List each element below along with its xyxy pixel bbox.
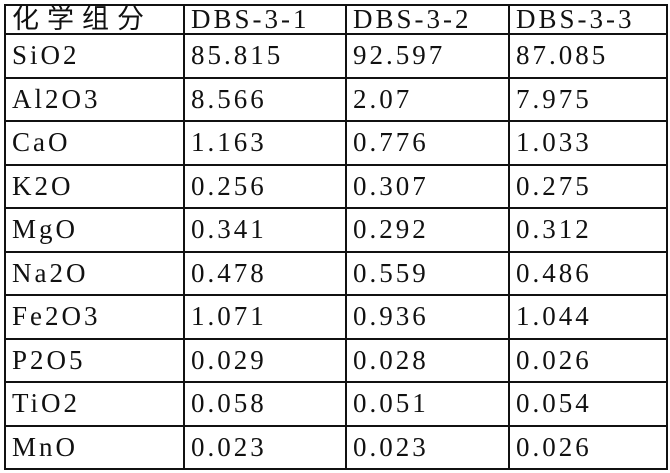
value-cell: 0.256: [183, 163, 347, 209]
component-cell: CaO: [4, 120, 185, 166]
value-cell: 0.029: [183, 337, 347, 383]
value-cell: 0.051: [345, 381, 510, 427]
table-row: K2O 0.256 0.307 0.275: [4, 163, 668, 209]
value-cell: 0.936: [345, 294, 510, 340]
value-cell: 0.559: [345, 250, 510, 296]
table-row: MgO 0.341 0.292 0.312: [4, 207, 668, 253]
header-cell: DBS-3-1: [183, 4, 347, 35]
value-cell: 2.07: [345, 76, 510, 122]
header-cell: DBS-3-3: [508, 4, 668, 35]
value-cell: 0.054: [508, 381, 668, 427]
table-row: CaO 1.163 0.776 1.033: [4, 120, 668, 166]
header-cell: DBS-3-2: [345, 4, 510, 35]
table-row: MnO 0.023 0.023 0.026: [4, 424, 668, 470]
value-cell: 1.033: [508, 120, 668, 166]
component-cell: Al2O3: [4, 76, 185, 122]
value-cell: 0.312: [508, 207, 668, 253]
value-cell: 0.023: [183, 424, 347, 470]
table-row: TiO2 0.058 0.051 0.054: [4, 381, 668, 427]
component-cell: MgO: [4, 207, 185, 253]
value-cell: 0.026: [508, 424, 668, 470]
component-cell: Na2O: [4, 250, 185, 296]
value-cell: 0.307: [345, 163, 510, 209]
value-cell: 0.478: [183, 250, 347, 296]
composition-table: 化学组分 DBS-3-1 DBS-3-2 DBS-3-3 SiO2 85.815 92.5…: [4, 4, 668, 470]
table-body: SiO2 85.815 92.597 87.085 Al2O3 8.566 2.07 7.97…: [4, 33, 668, 470]
value-cell: 0.028: [345, 337, 510, 383]
value-cell: 0.776: [345, 120, 510, 166]
component-cell: TiO2: [4, 381, 185, 427]
value-cell: 0.486: [508, 250, 668, 296]
value-cell: 0.023: [345, 424, 510, 470]
value-cell: 1.163: [183, 120, 347, 166]
component-cell: Fe2O3: [4, 294, 185, 340]
value-cell: 0.275: [508, 163, 668, 209]
header-cell: 化学组分: [4, 4, 185, 35]
table-row: P2O5 0.029 0.028 0.026: [4, 337, 668, 383]
value-cell: 87.085: [508, 33, 668, 79]
table-row: Na2O 0.478 0.559 0.486: [4, 250, 668, 296]
component-cell: P2O5: [4, 337, 185, 383]
value-cell: 1.071: [183, 294, 347, 340]
value-cell: 8.566: [183, 76, 347, 122]
value-cell: 7.975: [508, 76, 668, 122]
value-cell: 92.597: [345, 33, 510, 79]
component-cell: MnO: [4, 424, 185, 470]
table-row: SiO2 85.815 92.597 87.085: [4, 33, 668, 79]
value-cell: 0.026: [508, 337, 668, 383]
value-cell: 0.292: [345, 207, 510, 253]
table-row: Al2O3 8.566 2.07 7.975: [4, 76, 668, 122]
table-row: Fe2O3 1.071 0.936 1.044: [4, 294, 668, 340]
component-cell: K2O: [4, 163, 185, 209]
header-row: 化学组分 DBS-3-1 DBS-3-2 DBS-3-3: [4, 4, 668, 35]
component-cell: SiO2: [4, 33, 185, 79]
value-cell: 0.058: [183, 381, 347, 427]
value-cell: 0.341: [183, 207, 347, 253]
value-cell: 85.815: [183, 33, 347, 79]
value-cell: 1.044: [508, 294, 668, 340]
